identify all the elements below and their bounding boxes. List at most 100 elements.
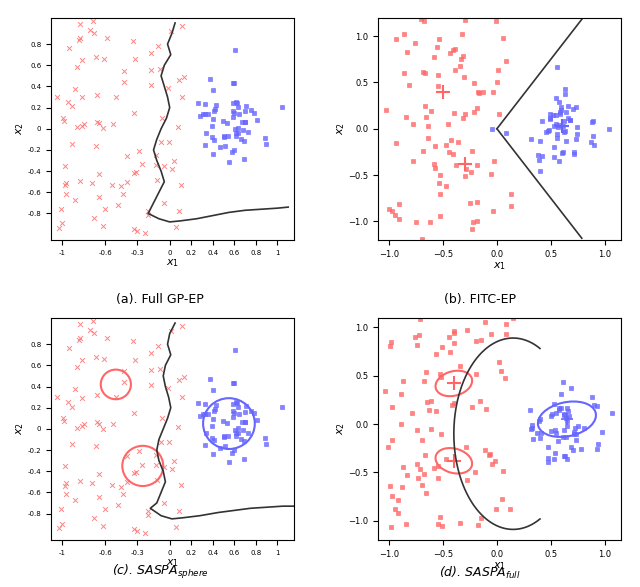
Point <box>500 56 511 65</box>
Point <box>98 221 108 231</box>
Point <box>132 527 142 536</box>
Point <box>231 428 241 437</box>
Point <box>411 218 421 227</box>
Point <box>410 332 420 342</box>
Point <box>230 397 241 407</box>
Point <box>215 443 225 453</box>
Point <box>200 399 210 409</box>
Point <box>390 504 400 514</box>
Point <box>67 440 77 449</box>
Point <box>249 408 259 417</box>
Point <box>72 63 82 72</box>
Point <box>543 458 554 467</box>
Point <box>151 150 161 160</box>
Point <box>151 460 161 470</box>
Point <box>119 66 129 75</box>
Point <box>572 421 582 430</box>
Point <box>419 470 429 479</box>
Point <box>569 147 579 156</box>
Point <box>67 402 77 411</box>
Point <box>215 143 225 152</box>
Point <box>501 129 511 138</box>
Point <box>389 211 399 220</box>
Point <box>230 125 240 134</box>
Point <box>153 341 163 350</box>
Point <box>548 152 559 161</box>
Point <box>239 154 250 164</box>
Point <box>445 49 455 58</box>
Point <box>458 51 468 60</box>
Point <box>556 389 566 398</box>
Point <box>546 411 556 421</box>
Point <box>64 43 74 52</box>
Point <box>79 120 89 129</box>
Point <box>86 178 97 187</box>
Point <box>385 481 396 490</box>
Point <box>146 80 156 89</box>
Point <box>260 133 270 143</box>
Point <box>163 83 173 92</box>
Point <box>543 453 553 463</box>
Point <box>209 136 219 145</box>
Point <box>433 519 444 529</box>
Point <box>173 422 183 431</box>
Point <box>561 432 571 441</box>
Point <box>550 425 560 434</box>
Point <box>410 38 420 47</box>
Point <box>472 197 483 207</box>
Point <box>119 366 129 376</box>
Point <box>72 123 82 132</box>
Point <box>131 467 141 477</box>
Point <box>195 411 205 420</box>
Point <box>129 408 139 417</box>
Point <box>228 412 239 421</box>
Point <box>559 127 570 137</box>
Point <box>508 313 518 323</box>
Point <box>77 393 88 402</box>
Point <box>61 478 71 488</box>
Point <box>115 482 125 491</box>
Point <box>421 488 431 497</box>
Point <box>435 369 445 379</box>
Point <box>85 325 95 335</box>
Point <box>151 160 161 170</box>
Point <box>441 454 451 463</box>
Point <box>586 117 596 127</box>
Point <box>239 117 250 127</box>
Point <box>122 177 132 187</box>
Point <box>386 522 396 532</box>
Point <box>565 115 575 124</box>
Point <box>211 401 221 410</box>
Point <box>554 97 564 107</box>
Point <box>211 100 221 110</box>
Point <box>417 480 428 490</box>
Point <box>460 15 470 25</box>
Point <box>58 219 68 228</box>
Point <box>152 176 162 185</box>
Point <box>163 137 173 147</box>
Point <box>146 349 156 358</box>
Point <box>91 353 101 362</box>
Point <box>223 131 233 141</box>
Point <box>466 167 476 177</box>
Point <box>200 409 210 419</box>
Point <box>89 514 99 523</box>
Point <box>118 77 129 87</box>
Point <box>152 475 162 485</box>
Point <box>233 423 243 433</box>
Point <box>488 207 498 216</box>
Point <box>240 407 250 416</box>
Point <box>437 521 447 531</box>
Point <box>75 476 85 485</box>
Point <box>239 437 249 446</box>
Point <box>566 384 577 393</box>
Point <box>552 62 562 71</box>
Point <box>435 170 445 180</box>
Point <box>92 417 102 427</box>
Point <box>159 161 170 171</box>
Point <box>397 483 407 492</box>
Point <box>54 223 65 232</box>
Point <box>230 131 241 140</box>
Point <box>233 428 243 437</box>
Point <box>543 126 554 136</box>
